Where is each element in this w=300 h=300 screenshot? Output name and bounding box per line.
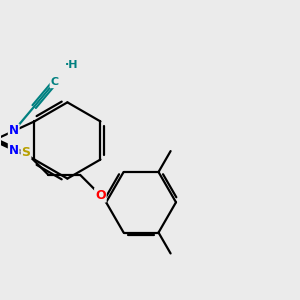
Text: S: S (21, 146, 30, 159)
Text: ·H: ·H (64, 60, 78, 70)
Text: O: O (95, 189, 106, 202)
Text: C: C (50, 77, 59, 87)
Text: N: N (9, 124, 19, 137)
Text: N: N (9, 143, 19, 157)
